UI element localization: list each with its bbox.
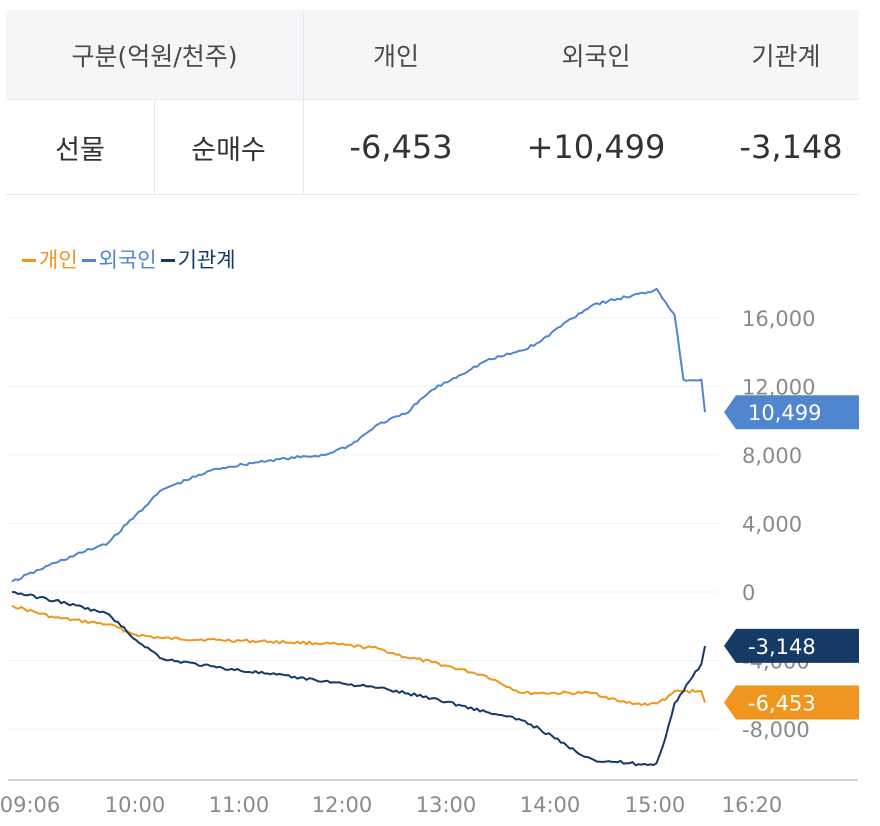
x-tick-label: 10:00 [105, 793, 166, 817]
x-tick-label: 09:06 [0, 793, 60, 817]
x-tick-label: 12:00 [312, 793, 373, 817]
table-header-row: 구분(억원/천주) 개인 외국인 기관계 [6, 10, 859, 100]
investor-summary-table: 구분(억원/천주) 개인 외국인 기관계 선물 순매수 -6,453 +10,4… [6, 10, 859, 195]
legend-label: 외국인 [98, 248, 157, 272]
legend-item-institution: 기관계 [157, 246, 236, 274]
y-tick-label: -8,000 [742, 718, 810, 742]
foreign-end-label: 10,499 [724, 395, 859, 430]
y-tick-label: 4,000 [742, 513, 802, 537]
end-value-labels: -6,453 10,499 -3,148 [724, 395, 859, 720]
x-tick-label: 15:00 [625, 793, 686, 817]
individual-end-label: -6,453 [724, 685, 859, 720]
x-tick-label: 14:00 [520, 793, 581, 817]
chart-legend: 개인 외국인 기관계 [22, 246, 236, 274]
value-individual: -6,453 [349, 128, 453, 166]
end-label-flag [724, 628, 859, 663]
divider [154, 100, 155, 194]
y-tick-label: 16,000 [742, 307, 815, 331]
legend-item-individual: 개인 [22, 246, 78, 274]
legend-item-foreign: 외국인 [78, 246, 157, 274]
y-tick-label: 0 [742, 581, 755, 605]
header-institution: 기관계 [751, 41, 821, 71]
row-subtype: 순매수 [191, 134, 266, 166]
divider [303, 100, 304, 194]
institution-end-label: -3,148 [724, 628, 859, 663]
end-label-flag [724, 395, 859, 430]
table-row: 선물 순매수 -6,453 +10,499 -3,148 [6, 100, 859, 195]
legend-swatch [81, 258, 96, 262]
legend-label: 기관계 [177, 248, 236, 272]
header-category: 구분(억원/천주) [71, 41, 238, 71]
series-lines [11, 287, 706, 767]
header-individual: 개인 [372, 41, 419, 71]
legend-swatch [160, 258, 175, 262]
foreign-line [11, 287, 706, 583]
end-label-flag [724, 685, 859, 720]
x-tick-label: 11:00 [209, 793, 270, 817]
end-label-text: -3,148 [748, 635, 816, 659]
end-label-text: 10,499 [748, 401, 821, 425]
value-foreign: +10,499 [526, 128, 666, 166]
x-tick-label: 16:20 [722, 793, 783, 817]
divider [303, 10, 304, 99]
x-tick-label: 13:00 [416, 793, 477, 817]
institution-line [11, 591, 706, 767]
y-tick-label: 8,000 [742, 444, 802, 468]
legend-label: 개인 [39, 248, 78, 272]
end-label-text: -6,453 [748, 692, 816, 716]
x-axis-labels: 09:06 10:00 11:00 12:00 13:00 14:00 15:00 16:20 [0, 793, 782, 817]
legend-swatch [22, 258, 36, 262]
grid-lines [8, 317, 718, 730]
header-foreign: 외국인 [561, 41, 631, 71]
value-institution: -3,148 [739, 128, 843, 166]
row-type: 선물 [55, 134, 105, 166]
